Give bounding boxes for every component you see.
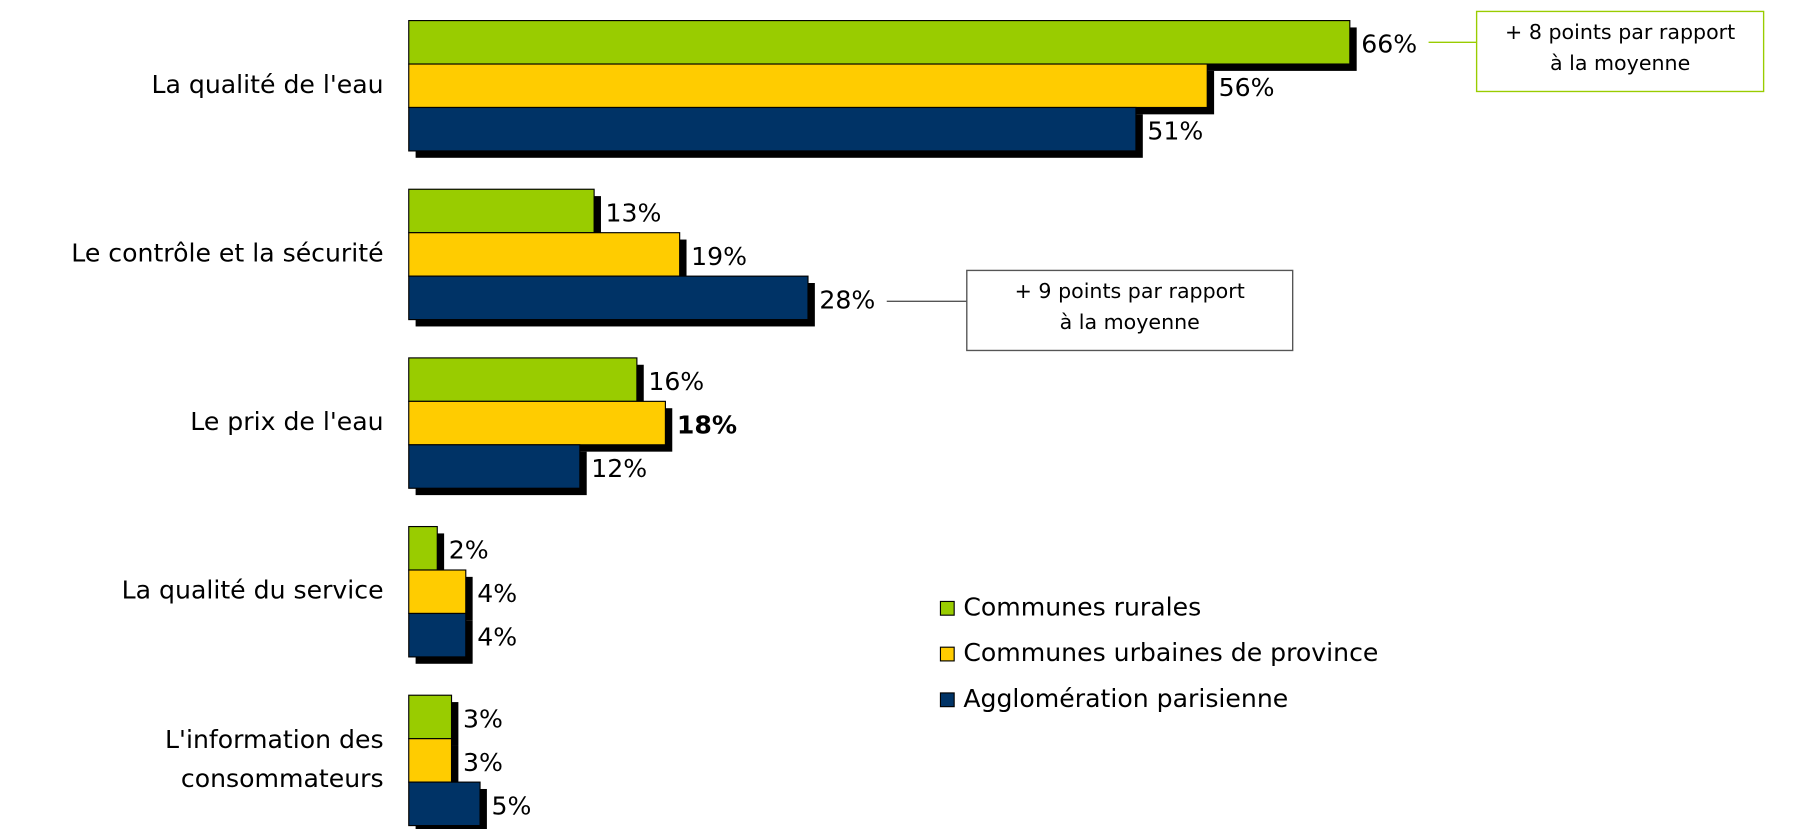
value-label: 4%	[477, 579, 517, 608]
bar	[408, 569, 467, 615]
bar	[408, 400, 666, 446]
value-label: 13%	[606, 198, 662, 227]
legend-swatch	[939, 646, 955, 662]
value-label: 4%	[477, 623, 517, 652]
bar	[408, 357, 638, 402]
value-label: 3%	[463, 704, 503, 733]
value-label: 12%	[591, 454, 647, 483]
value-label: 66%	[1361, 30, 1417, 59]
bar	[408, 444, 581, 489]
bar	[408, 275, 809, 321]
annotation-text: à la moyenne	[1060, 310, 1200, 334]
value-label: 56%	[1219, 73, 1275, 102]
category-label-line: consommateurs	[181, 764, 384, 793]
bar	[408, 106, 1137, 152]
annotation-text: à la moyenne	[1550, 51, 1690, 75]
value-label: 28%	[819, 285, 875, 314]
bar	[408, 525, 438, 571]
bar	[408, 612, 467, 658]
category-label-line: L'information des	[165, 725, 384, 754]
bar	[408, 232, 681, 277]
value-label: 5%	[491, 791, 531, 820]
category-label: La qualité du service	[122, 576, 384, 605]
bar	[408, 694, 453, 740]
bar	[408, 63, 1208, 109]
bar	[408, 20, 1351, 65]
legend-swatch	[939, 600, 955, 616]
annotation-text: + 9 points par rapport	[1015, 279, 1245, 303]
bar	[408, 738, 453, 783]
value-label: 18%	[677, 411, 737, 440]
value-label: 51%	[1147, 117, 1203, 146]
category-label: Le contrôle et la sécurité	[71, 238, 383, 267]
category-label: L'information des consommateurs	[165, 725, 384, 793]
value-label: 3%	[463, 748, 503, 777]
value-label: 16%	[648, 367, 704, 396]
legend-label: Communes urbaines de province	[963, 638, 1378, 667]
legend-label: Communes rurales	[963, 592, 1201, 621]
category-label: Le prix de l'eau	[190, 407, 383, 436]
bar	[408, 781, 481, 827]
annotation-box	[1475, 10, 1765, 93]
bar	[408, 188, 595, 234]
category-label: La qualité de l'eau	[151, 70, 383, 99]
value-label: 2%	[449, 536, 489, 565]
legend-label: Agglomération parisienne	[963, 684, 1288, 713]
annotation-box	[966, 269, 1294, 352]
value-label: 19%	[691, 242, 747, 271]
legend-swatch	[939, 692, 955, 708]
annotation-text: + 8 points par rapport	[1505, 20, 1735, 44]
